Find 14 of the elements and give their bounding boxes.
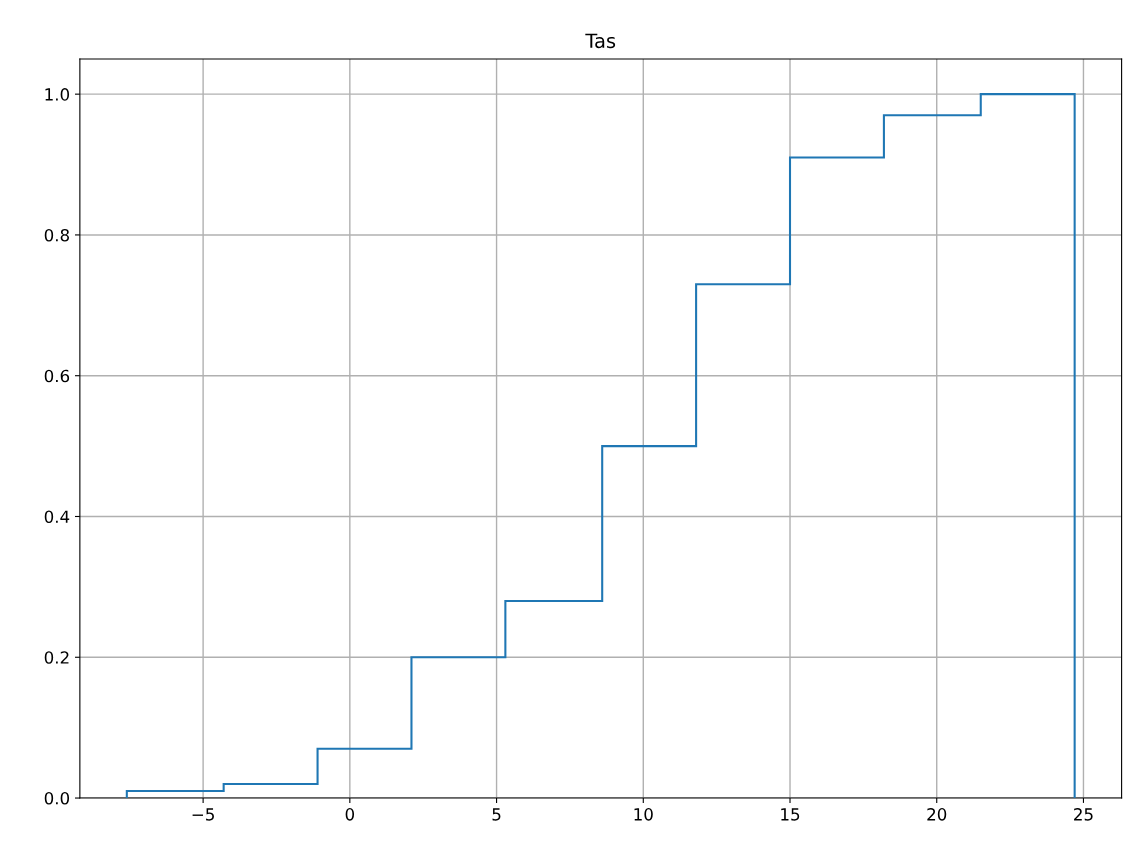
y-tick-label: 0.2	[44, 651, 69, 664]
x-tick-label: 25	[1074, 808, 1093, 821]
y-tick-label: 0.6	[44, 369, 70, 383]
x-tick-label: 10	[634, 808, 653, 821]
x-tick-label: 20	[927, 808, 947, 821]
y-tick-label: 0.8	[44, 228, 70, 242]
x-tick-label: −5	[192, 808, 214, 821]
y-tick-label: 0.0	[44, 792, 70, 805]
x-tick-label: 5	[492, 808, 501, 821]
y-tick-label: 1.0	[45, 88, 70, 101]
chart-title: Tas	[585, 33, 616, 49]
x-tick-label: 0	[345, 808, 355, 821]
y-tick-label: 0.4	[44, 510, 70, 524]
x-tick-label: 15	[781, 808, 800, 821]
